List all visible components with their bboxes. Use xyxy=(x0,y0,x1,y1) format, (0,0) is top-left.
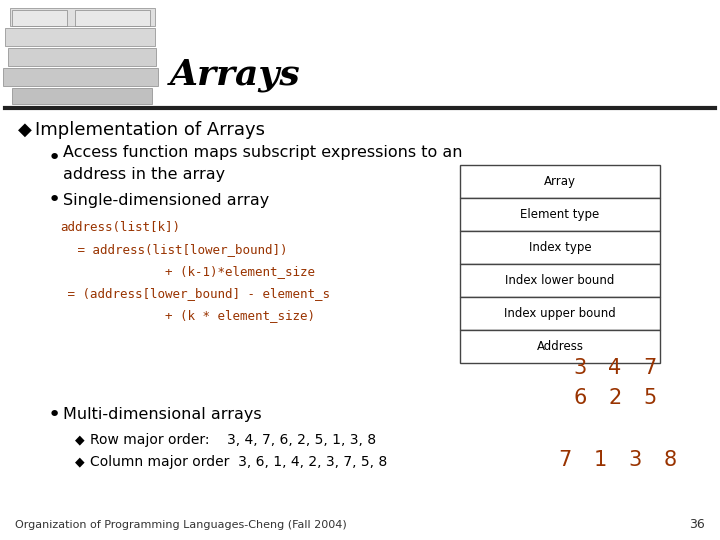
Text: 6: 6 xyxy=(573,388,587,408)
Text: ◆: ◆ xyxy=(18,121,32,139)
Text: = (address[lower_bound] - element_s: = (address[lower_bound] - element_s xyxy=(60,287,330,300)
Bar xyxy=(460,231,660,264)
Text: 1: 1 xyxy=(593,450,607,470)
Text: Element type: Element type xyxy=(521,208,600,221)
Text: 8: 8 xyxy=(663,450,677,470)
Bar xyxy=(460,297,660,330)
Text: 3: 3 xyxy=(629,450,642,470)
Bar xyxy=(8,48,156,66)
Text: Array: Array xyxy=(544,175,576,188)
Text: address(list[k]): address(list[k]) xyxy=(60,221,180,234)
Bar xyxy=(460,264,660,297)
Text: 4: 4 xyxy=(608,358,621,378)
Bar xyxy=(5,28,155,46)
Text: Implementation of Arrays: Implementation of Arrays xyxy=(35,121,265,139)
Text: Row major order:    3, 4, 7, 6, 2, 5, 1, 3, 8: Row major order: 3, 4, 7, 6, 2, 5, 1, 3,… xyxy=(90,433,376,447)
Bar xyxy=(10,8,155,26)
Bar xyxy=(3,68,158,86)
Text: Organization of Programming Languages-Cheng (Fall 2004): Organization of Programming Languages-Ch… xyxy=(15,520,347,530)
Bar xyxy=(460,330,660,363)
Text: Multi-dimensional arrays: Multi-dimensional arrays xyxy=(63,408,261,422)
Bar xyxy=(12,88,152,104)
Text: ◆: ◆ xyxy=(75,434,85,447)
Bar xyxy=(460,165,660,198)
Text: 36: 36 xyxy=(689,518,705,531)
Text: + (k-1)*element_size: + (k-1)*element_size xyxy=(120,266,315,279)
Text: + (k * element_size): + (k * element_size) xyxy=(120,309,315,322)
Bar xyxy=(460,198,660,231)
Text: 2: 2 xyxy=(608,388,621,408)
Text: •: • xyxy=(48,405,61,425)
Text: address in the array: address in the array xyxy=(63,167,225,183)
Bar xyxy=(75,10,150,26)
Text: 7: 7 xyxy=(644,358,657,378)
Text: Index upper bound: Index upper bound xyxy=(504,307,616,320)
Text: 5: 5 xyxy=(644,388,657,408)
Text: Access function maps subscript expressions to an: Access function maps subscript expressio… xyxy=(63,145,462,160)
Text: ◆: ◆ xyxy=(75,456,85,469)
Text: 7: 7 xyxy=(559,450,572,470)
Text: = address(list[lower_bound]): = address(list[lower_bound]) xyxy=(70,244,287,256)
Text: Index type: Index type xyxy=(528,241,591,254)
Text: 3: 3 xyxy=(573,358,587,378)
Text: •: • xyxy=(48,190,61,210)
Text: Column major order  3, 6, 1, 4, 2, 3, 7, 5, 8: Column major order 3, 6, 1, 4, 2, 3, 7, … xyxy=(90,455,387,469)
Text: •: • xyxy=(48,148,61,168)
Text: Single-dimensioned array: Single-dimensioned array xyxy=(63,192,269,207)
Text: Address: Address xyxy=(536,340,583,353)
Text: Index lower bound: Index lower bound xyxy=(505,274,615,287)
Text: Arrays: Arrays xyxy=(170,58,301,92)
Bar xyxy=(12,10,67,26)
